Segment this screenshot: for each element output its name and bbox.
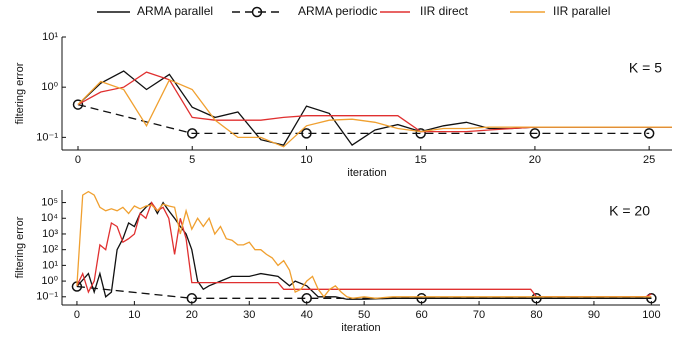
series-line — [77, 103, 650, 135]
x-tick-label: 10 — [300, 154, 312, 166]
x-tick-label: 50 — [358, 309, 370, 321]
x-tick-label: 60 — [415, 309, 427, 321]
x-tick-label: 25 — [643, 154, 655, 166]
legend-label: ARMA periodic — [298, 4, 377, 18]
legend-label: IIR direct — [420, 4, 469, 18]
subplot: 10⁻¹ 10⁰ 10¹ 10² 10³ 10⁴ 10⁵ 0 10 20 30 40 50 60 70 80 9… — [14, 190, 661, 334]
legend-marker — [251, 6, 263, 18]
x-tick-label: 0 — [74, 309, 80, 321]
x-tick-label: 10 — [128, 309, 140, 321]
series-marker — [643, 128, 655, 139]
x-tick-label: 20 — [186, 309, 198, 321]
x-tick-label: 20 — [529, 154, 541, 166]
y-tick-label: 10⁰ — [41, 81, 58, 93]
series-line — [77, 78, 672, 148]
y-tick-label: 10¹ — [42, 259, 58, 271]
series-line — [76, 201, 652, 300]
y-tick-label: 10² — [42, 244, 58, 256]
x-tick-label: 90 — [588, 309, 600, 321]
series-line — [76, 201, 652, 298]
x-tick-label: 40 — [301, 309, 313, 321]
y-tick-label: 10¹ — [42, 31, 58, 43]
x-tick-label: 100 — [642, 309, 660, 321]
legend-label: IIR parallel — [553, 4, 610, 18]
y-tick-label: 10⁵ — [41, 196, 58, 208]
series-marker — [186, 293, 198, 304]
y-tick-label: 10⁻¹ — [36, 131, 58, 143]
x-tick-label: 5 — [189, 154, 195, 166]
series-marker — [415, 128, 426, 139]
series-marker — [301, 293, 312, 304]
x-axis-label: iteration — [341, 322, 380, 334]
series-marker — [72, 99, 84, 110]
legend-label: ARMA parallel — [137, 4, 213, 18]
annotation: K = 5 — [629, 60, 662, 76]
x-tick-label: 0 — [75, 154, 81, 166]
x-tick-label: 15 — [415, 154, 427, 166]
x-tick-label: 30 — [243, 309, 255, 321]
y-tick-label: 10⁴ — [41, 212, 58, 224]
series-marker — [186, 128, 198, 139]
y-axis-label: filtering error — [14, 216, 26, 278]
y-tick-label: 10⁰ — [41, 275, 58, 287]
annotation: K = 20 — [609, 203, 650, 219]
subplot: 10⁻¹ 10⁰ 10¹ 0 5 10 15 20 25 iteration filtering e… — [14, 31, 672, 179]
y-axis-label: filtering error — [14, 62, 26, 124]
x-tick-label: 80 — [530, 309, 542, 321]
series-marker — [529, 128, 541, 139]
series-line — [76, 285, 652, 299]
x-tick-label: 70 — [473, 309, 485, 321]
x-axis-label: iteration — [347, 167, 386, 179]
series-line — [76, 190, 652, 299]
y-tick-label: 10³ — [42, 228, 58, 240]
y-tick-label: 10⁻¹ — [36, 291, 58, 303]
series-marker — [301, 128, 312, 139]
